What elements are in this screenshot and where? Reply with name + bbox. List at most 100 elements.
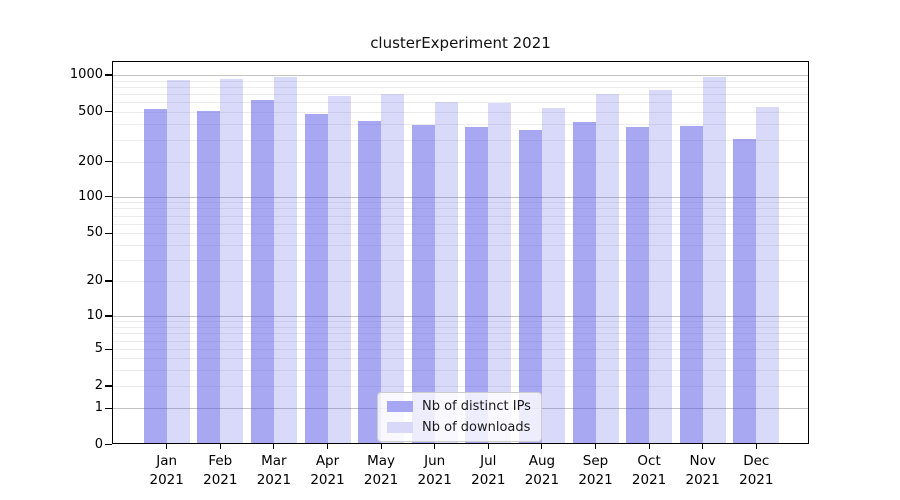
x-tick-year: 2021 bbox=[363, 472, 399, 488]
x-tick-year: 2021 bbox=[149, 472, 184, 488]
minor-gridline bbox=[112, 358, 809, 360]
legend-label: Nb of downloads bbox=[422, 420, 531, 435]
bar-downloads bbox=[756, 107, 780, 444]
legend-item: Nb of downloads bbox=[387, 419, 531, 436]
minor-gridline bbox=[112, 349, 809, 351]
x-tick-label: Feb 2021 bbox=[192, 452, 248, 490]
bar-downloads bbox=[541, 107, 565, 444]
y-tick-label: 1 bbox=[94, 400, 103, 416]
x-tick-year: 2021 bbox=[578, 472, 613, 488]
x-tick-month: Dec bbox=[743, 453, 770, 469]
minor-gridline bbox=[112, 202, 809, 204]
x-tick-label: Oct 2021 bbox=[621, 452, 677, 490]
x-tick-month: Jun bbox=[424, 453, 446, 469]
minor-gridline bbox=[112, 326, 809, 328]
bar-distinct-ips bbox=[626, 126, 650, 444]
minor-gridline bbox=[112, 80, 809, 82]
minor-gridline bbox=[112, 244, 809, 246]
plot-area bbox=[112, 61, 809, 444]
x-tick-mark bbox=[166, 444, 168, 449]
y-tick-label: 500 bbox=[78, 103, 103, 119]
bar-downloads bbox=[327, 95, 351, 444]
y-tick-label: 5 bbox=[94, 341, 103, 357]
minor-gridline bbox=[112, 93, 809, 95]
x-tick-month: Apr bbox=[315, 453, 340, 469]
bar-distinct-ips bbox=[197, 111, 221, 444]
minor-gridline bbox=[112, 333, 809, 335]
x-tick-mark bbox=[487, 444, 489, 449]
major-gridline bbox=[112, 75, 809, 76]
minor-gridline bbox=[112, 233, 809, 235]
bar-distinct-ips bbox=[304, 113, 328, 444]
y-tick-mark bbox=[105, 280, 112, 282]
x-tick-label: Aug 2021 bbox=[514, 452, 570, 490]
major-gridline bbox=[112, 316, 809, 317]
x-tick-month: Jul bbox=[480, 453, 497, 469]
x-tick-month: Nov bbox=[689, 453, 716, 469]
y-tick-mark bbox=[105, 315, 112, 317]
x-tick-month: Sep bbox=[582, 453, 609, 469]
x-tick-mark bbox=[755, 444, 757, 449]
y-tick-mark bbox=[105, 161, 112, 163]
x-tick-mark bbox=[326, 444, 329, 449]
bar-downloads bbox=[381, 93, 405, 444]
x-tick-year: 2021 bbox=[739, 472, 774, 488]
x-tick-mark bbox=[541, 444, 543, 449]
major-gridline bbox=[112, 196, 809, 198]
y-tick-mark bbox=[105, 385, 112, 387]
x-tick-label: Mar 2021 bbox=[246, 452, 302, 490]
x-tick-year: 2021 bbox=[310, 472, 345, 488]
bar-distinct-ips bbox=[465, 126, 489, 444]
y-tick-mark bbox=[105, 407, 112, 409]
x-tick-year: 2021 bbox=[256, 472, 292, 488]
x-tick-mark bbox=[594, 444, 597, 449]
minor-gridline bbox=[112, 215, 809, 217]
bar-distinct-ips bbox=[679, 126, 703, 444]
bar-distinct-ips bbox=[358, 121, 382, 444]
x-tick-year: 2021 bbox=[524, 472, 560, 488]
x-tick-label: Jun 2021 bbox=[407, 452, 463, 490]
bar-downloads bbox=[166, 80, 190, 444]
bar-downloads bbox=[220, 78, 244, 444]
legend-swatch bbox=[387, 401, 413, 412]
y-tick-mark bbox=[105, 232, 112, 234]
x-tick-month: Jan bbox=[156, 453, 178, 469]
y-tick-label: 200 bbox=[78, 153, 103, 169]
x-tick-label: Jul 2021 bbox=[460, 452, 516, 490]
x-tick-year: 2021 bbox=[417, 472, 452, 488]
bar-downloads bbox=[595, 94, 619, 444]
bar-downloads bbox=[649, 89, 673, 444]
y-tick-label: 50 bbox=[86, 225, 103, 241]
minor-gridline bbox=[112, 161, 809, 163]
bar-downloads bbox=[273, 76, 297, 444]
chart-title: clusterExperiment 2021 bbox=[370, 34, 551, 52]
bar-distinct-ips bbox=[411, 125, 435, 444]
x-tick-label: Dec 2021 bbox=[728, 452, 784, 490]
y-tick-mark bbox=[105, 196, 112, 198]
y-tick-mark bbox=[105, 111, 112, 113]
x-tick-label: Apr 2021 bbox=[300, 452, 356, 490]
x-tick-month: Feb bbox=[208, 453, 233, 469]
x-tick-mark bbox=[434, 444, 436, 449]
x-tick-label: Sep 2021 bbox=[568, 452, 624, 490]
x-tick-mark bbox=[273, 444, 275, 449]
minor-gridline bbox=[112, 281, 809, 282]
x-tick-mark bbox=[380, 444, 382, 449]
bar-downloads bbox=[488, 102, 512, 444]
x-tick-label: Jan 2021 bbox=[139, 452, 195, 490]
x-tick-year: 2021 bbox=[685, 472, 720, 488]
y-tick-label: 10 bbox=[86, 308, 103, 323]
bar-downloads bbox=[434, 102, 458, 444]
y-tick-label: 20 bbox=[86, 273, 103, 288]
x-tick-label: Nov 2021 bbox=[675, 452, 731, 490]
bar-distinct-ips bbox=[143, 108, 167, 444]
y-tick-mark bbox=[105, 74, 112, 76]
minor-gridline bbox=[112, 111, 809, 113]
legend: Nb of distinct IPs Nb of downloads bbox=[377, 392, 542, 442]
legend-item: Nb of distinct IPs bbox=[387, 398, 531, 415]
x-tick-year: 2021 bbox=[471, 472, 506, 488]
minor-gridline bbox=[112, 386, 809, 387]
minor-gridline bbox=[112, 369, 809, 371]
bar-distinct-ips bbox=[572, 121, 596, 444]
